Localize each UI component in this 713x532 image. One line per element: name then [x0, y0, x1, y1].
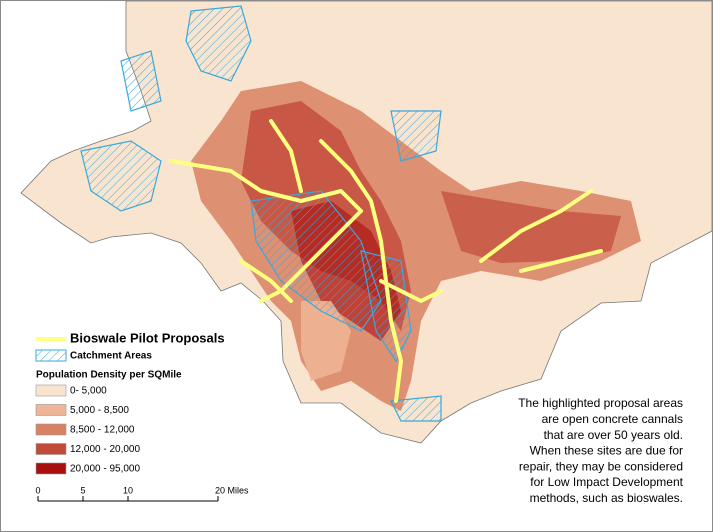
- legend-label: Catchment Areas: [70, 351, 152, 362]
- density-swatch: [35, 384, 67, 397]
- legend-title: Population Density per SQMile: [36, 370, 182, 381]
- annotation-line: for Low Impact Development: [530, 475, 683, 489]
- bioswale-proposals: [169, 119, 603, 403]
- density-swatch: [35, 443, 67, 455]
- legend-label: 20,000 - 95,000: [70, 464, 140, 475]
- legend-label: 0- 5,000: [70, 386, 107, 397]
- density-swatch: [35, 423, 67, 436]
- density-swatch: [35, 404, 67, 416]
- annotation-line: are open concrete cannals: [542, 412, 683, 426]
- scale-label: 20 Miles: [215, 485, 249, 495]
- density-swatch: [35, 462, 67, 475]
- scale-label: 5: [80, 485, 85, 495]
- catchment-swatch: [35, 349, 67, 362]
- annotation-line: The highlighted proposal areas: [518, 396, 683, 410]
- annotation-line: methods, such as bioswales.: [530, 491, 683, 505]
- legend-label: 5,000 - 8,500: [70, 405, 129, 416]
- legend-label: 12,000 - 20,000: [70, 444, 140, 455]
- scale-label: 0: [35, 485, 40, 495]
- annotation-line: that are over 50 years old.: [544, 428, 683, 442]
- legend-label: Bioswale Pilot Proposals: [70, 330, 225, 345]
- scale-label: 10: [123, 485, 133, 495]
- annotation: The highlighted proposal areas are open c…: [518, 396, 683, 505]
- annotation-line: repair, they may be considered: [519, 459, 683, 473]
- legend-label: 8,500 - 12,000: [70, 425, 135, 436]
- legend: Bioswale Pilot Proposals Catchment Areas P…: [35, 330, 225, 475]
- annotation-line: When these sites are due for: [530, 444, 683, 458]
- scale-bar: 0 5 10 20 Miles: [35, 485, 249, 502]
